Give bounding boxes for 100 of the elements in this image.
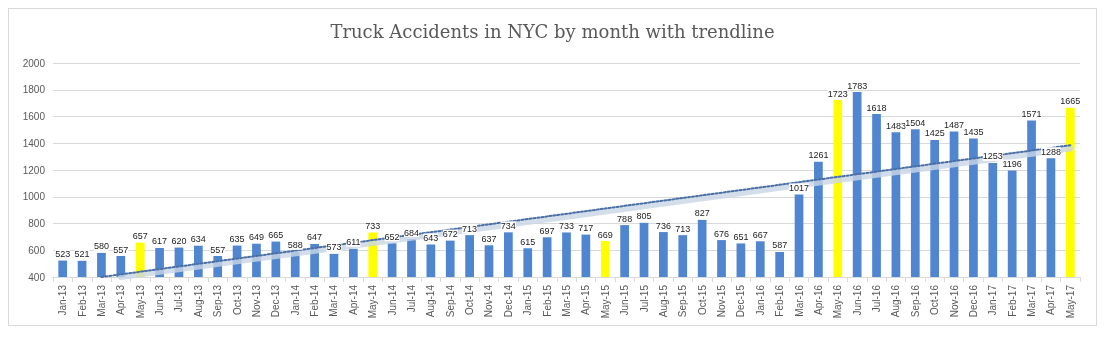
data-label: 667 (752, 229, 768, 240)
x-tick-label: May-14 (367, 284, 379, 319)
x-tick-label: Feb-13 (76, 284, 88, 317)
data-label: 1665 (1060, 96, 1081, 107)
y-tick-label: 400 (28, 271, 46, 283)
x-tick-label: Jul-14 (405, 284, 417, 313)
data-label: 649 (248, 232, 264, 243)
data-label: 1483 (885, 120, 906, 131)
y-tick-label: 800 (28, 218, 46, 229)
x-tick-label: Oct-16 (929, 284, 941, 316)
x-tick-label: Jun-15 (619, 284, 631, 316)
data-label: 1261 (808, 150, 829, 161)
data-label: 676 (714, 228, 730, 239)
x-tick-label: Aug-13 (192, 284, 204, 318)
x-tick-label: Dec-15 (735, 284, 747, 318)
data-label: 521 (74, 249, 90, 260)
x-tick-label: Jun-16 (851, 284, 863, 316)
data-label: 1253 (982, 151, 1003, 162)
data-label: 588 (287, 240, 303, 251)
data-label: 1196 (1002, 159, 1022, 170)
data-label: 734 (500, 220, 516, 231)
data-label: 827 (694, 208, 710, 219)
data-label: 635 (229, 234, 245, 245)
x-tick-label: Jan-16 (754, 284, 766, 316)
x-tick-label: Nov-14 (483, 284, 495, 318)
x-tick-label: Aug-14 (425, 284, 437, 318)
x-tick-label: May-17 (1064, 284, 1076, 319)
data-label: 713 (462, 223, 478, 234)
x-tick-label: May-15 (599, 284, 611, 319)
data-label: 634 (190, 234, 206, 245)
data-label: 669 (597, 229, 613, 240)
x-tick-label: Mar-13 (95, 284, 107, 317)
x-tick-label: Mar-16 (793, 284, 805, 317)
chart-title: Truck Accidents in NYC by month with trendline (330, 20, 775, 42)
data-label: 580 (93, 241, 109, 252)
data-label: 1487 (944, 120, 965, 131)
data-label: 557 (210, 244, 226, 255)
data-label: 573 (326, 242, 342, 253)
x-tick-label: Dec-13 (270, 284, 282, 318)
x-tick-label: Aug-15 (657, 284, 669, 318)
x-tick-label: Apr-16 (812, 284, 824, 316)
data-label: 697 (539, 225, 555, 236)
y-tick-label: 1800 (22, 84, 46, 96)
x-tick-label: Mar-17 (1026, 284, 1038, 317)
x-tick-label: Feb-17 (1006, 284, 1018, 317)
x-tick-label: May-16 (832, 284, 844, 319)
x-tick-label: Jun-13 (154, 284, 166, 316)
x-tick-label: Feb-14 (309, 284, 321, 317)
data-label: 647 (307, 232, 323, 243)
data-label: 611 (346, 237, 361, 248)
x-tick-label: Apr-13 (115, 284, 127, 316)
data-label: 615 (520, 236, 536, 247)
data-label: 717 (578, 223, 594, 234)
x-tick-label: Jul-16 (871, 284, 883, 313)
x-tick-label: Dec-16 (967, 284, 979, 318)
y-tick-label: 1600 (22, 111, 46, 122)
data-label: 617 (152, 236, 168, 247)
data-label: 713 (675, 223, 691, 234)
data-label: 637 (481, 233, 497, 244)
data-label: 733 (365, 220, 381, 231)
x-tick-label: Nov-16 (948, 284, 960, 318)
y-tick-label: 2000 (22, 57, 46, 69)
data-label: 587 (772, 240, 788, 251)
x-tick-label: Sep-15 (677, 284, 689, 318)
data-label: 672 (442, 229, 458, 240)
x-tick-label: Apr-14 (347, 284, 359, 316)
data-label: 1425 (924, 128, 945, 139)
x-tick-label: Feb-15 (541, 284, 553, 317)
data-label: 620 (171, 236, 187, 247)
x-tick-label: Jul-13 (173, 284, 185, 313)
x-tick-label: Feb-16 (774, 284, 786, 317)
data-label: 651 (733, 231, 749, 242)
data-label: 1571 (1021, 108, 1042, 119)
data-label: 805 (636, 211, 652, 222)
x-tick-label: Jan-13 (57, 284, 69, 316)
x-tick-label: Apr-15 (580, 284, 592, 316)
x-tick-label: Oct-15 (696, 284, 708, 316)
data-label: 733 (558, 220, 575, 231)
x-tick-label: Apr-17 (1045, 284, 1057, 316)
x-tick-label: Nov-13 (250, 284, 262, 318)
x-tick-label: Jan-14 (289, 284, 301, 316)
data-label: 557 (113, 244, 129, 255)
data-label: 1723 (827, 88, 848, 99)
x-tick-label: May-13 (134, 284, 146, 319)
data-label: 665 (268, 230, 284, 241)
x-tick-label: Aug-16 (890, 284, 902, 318)
y-tick-label: 1200 (22, 164, 46, 176)
x-tick-label: Nov-15 (716, 284, 728, 318)
y-tick-label: 1400 (22, 137, 46, 149)
data-label: 643 (423, 233, 439, 243)
x-tick-label: Sep-16 (909, 284, 921, 318)
data-label: 652 (384, 231, 400, 242)
x-tick-label: Dec-14 (502, 284, 514, 318)
x-tick-label: Mar-14 (328, 284, 340, 317)
x-tick-label: Jun-14 (386, 284, 398, 316)
data-label: 1017 (789, 182, 810, 193)
data-label: 1618 (866, 102, 887, 113)
x-tick-label: Oct-14 (464, 284, 476, 316)
x-tick-label: Jan-15 (522, 284, 534, 316)
data-label: 788 (617, 213, 633, 224)
